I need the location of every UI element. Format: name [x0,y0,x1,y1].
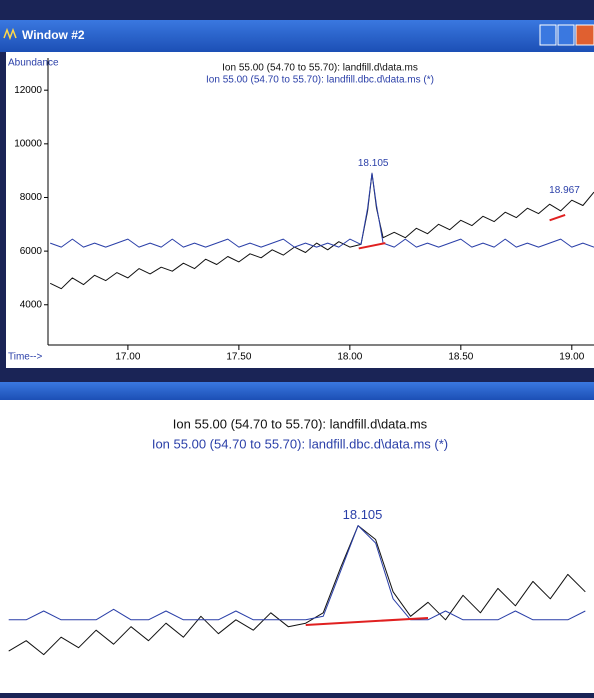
ion-title: Ion 55.00 (54.70 to 55.70): landfill.dbc… [152,436,448,451]
bottom-plot-area [0,400,594,693]
close-button[interactable] [575,24,594,46]
x-tick-label: 19.00 [559,352,584,363]
signal-line [49,172,594,290]
y-tick-label: 12000 [14,85,42,96]
window-title: Window #2 [22,28,85,42]
integration-baseline [549,213,566,222]
window-icon [3,27,17,41]
title-bar-2 [0,382,594,400]
y-tick-label: 6000 [20,246,43,257]
separator [0,368,594,382]
y-tick-label: 8000 [20,192,43,203]
y-tick-label: 4000 [20,299,43,310]
signal-line [50,172,594,248]
ion-title: Ion 55.00 (54.70 to 55.70): landfill.dbc… [206,75,434,86]
minimize-button[interactable] [539,24,557,46]
title-bar [0,20,594,52]
backdrop [0,0,594,20]
x-tick-label: 17.00 [115,352,140,363]
maximize-button[interactable] [557,24,575,46]
integration-baseline [358,242,386,250]
peak-label: 18.105 [358,158,389,169]
x-tick-label: 18.00 [337,352,362,363]
x-tick-label: 17.50 [226,352,251,363]
signal-line [8,525,586,656]
x-axis-label: Time--> [8,352,43,363]
y-axis-label: Abundance [8,58,59,69]
peak-label: 18.105 [343,507,383,522]
ion-title: Ion 55.00 (54.70 to 55.70): landfill.d\d… [222,63,418,74]
y-tick-label: 10000 [14,138,42,149]
signal-line [8,525,586,621]
peak-label: 18.967 [549,185,580,196]
integration-baseline [305,617,429,626]
top-plot-area [6,52,594,368]
x-tick-label: 18.50 [448,352,473,363]
ion-title: Ion 55.00 (54.70 to 55.70): landfill.d\d… [173,416,428,431]
